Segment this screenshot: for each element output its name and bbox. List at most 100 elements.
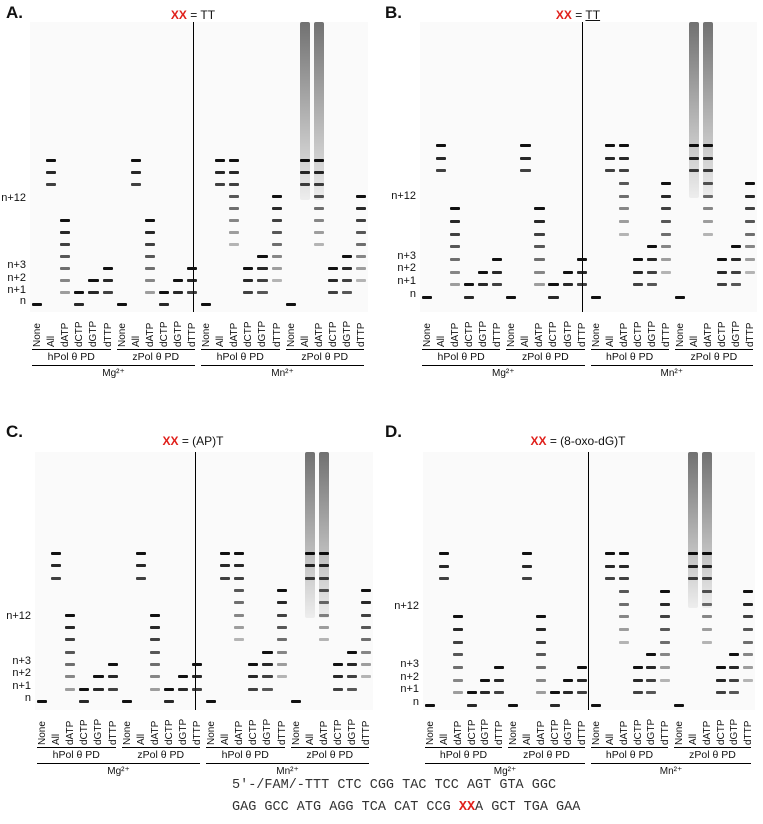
panel-d-band xyxy=(729,678,740,682)
panel-c-band xyxy=(234,576,245,580)
panel-d-band xyxy=(729,653,740,657)
panel-b-band xyxy=(716,283,728,287)
panel-d-lane-label: All xyxy=(687,733,699,745)
panel-b-letter: B. xyxy=(385,3,402,22)
panel-d-band xyxy=(743,590,754,593)
panel-a-lane-label: None xyxy=(285,323,297,347)
panel-a-band xyxy=(187,267,198,270)
panel-a-band xyxy=(229,207,240,210)
panel-a-marker-n2: n+2 xyxy=(7,272,26,284)
panel-d-group-label: zPol θ PD xyxy=(523,749,570,761)
panel-c-band xyxy=(276,650,287,654)
panel-d-band xyxy=(701,628,712,631)
panel-d-band xyxy=(743,640,754,644)
panel-d-band xyxy=(535,691,546,695)
panel-b-band xyxy=(745,220,756,223)
panel-c-band xyxy=(262,675,273,679)
panel-c-band xyxy=(346,687,358,691)
panel-b-band xyxy=(660,245,671,249)
panel-d-lane-label: None xyxy=(508,721,520,745)
panel-a-band xyxy=(271,231,282,234)
panel-c-band xyxy=(234,638,245,642)
panel-b-marker-n: n xyxy=(409,288,416,300)
panel-d-ion-label: Mn²⁺ xyxy=(659,766,683,777)
panel-d-band xyxy=(660,640,671,644)
panel-c-title-xx: XX xyxy=(162,434,179,448)
panel-d-band xyxy=(660,628,671,631)
panel-b-band xyxy=(660,270,671,274)
panel-c-band xyxy=(220,564,231,568)
panel-a-band xyxy=(257,279,268,282)
panel-d-band xyxy=(452,678,463,682)
panel-d-marker-n12: n+12 xyxy=(394,600,419,612)
panel-c-marker-n2: n+2 xyxy=(12,667,31,679)
panel-d-group-label: zPol θ PD xyxy=(689,749,736,761)
panel-b-group-line xyxy=(506,349,585,350)
panel-c-marker-n1: n+1 xyxy=(12,680,31,692)
panel-b-band xyxy=(745,258,756,261)
template-seq-post: A GCT TGA GAA xyxy=(475,800,581,815)
panel-c-band xyxy=(361,626,372,629)
panel-a-band xyxy=(271,267,282,270)
panel-c-lane-label: dCTP xyxy=(79,719,91,745)
panel-c-band xyxy=(107,687,118,691)
panel-a-marker-n1: n+1 xyxy=(7,284,26,296)
panel-b-band xyxy=(534,283,545,287)
panel-c-band xyxy=(65,650,76,654)
panel-a-band xyxy=(271,255,282,258)
panel-d-title: XX = (8-oxo-dG)T xyxy=(530,434,625,448)
panel-b-band xyxy=(506,296,517,299)
panel-b-band xyxy=(632,283,643,287)
panel-a-band xyxy=(144,231,155,234)
panel-d-band xyxy=(521,552,532,555)
panel-c-band xyxy=(149,613,160,617)
panel-a-band xyxy=(172,279,184,282)
panel-d-ion-label: Mg²⁺ xyxy=(493,766,517,777)
panel-b-band xyxy=(731,258,742,261)
panel-c-band xyxy=(192,675,203,679)
panel-d-band xyxy=(604,564,615,568)
panel-c-band xyxy=(361,675,372,679)
panel-b-band xyxy=(492,283,503,287)
panel-b-band xyxy=(492,258,503,261)
panel-c-band xyxy=(135,552,146,555)
panel-c-band xyxy=(93,675,104,679)
panel-b-marker-n1: n+1 xyxy=(397,275,416,287)
panel-a-band xyxy=(144,219,155,222)
panel-c-band xyxy=(346,650,358,654)
panel-a-band xyxy=(144,291,155,294)
panel-b-lane-label: dCTP xyxy=(716,321,728,347)
panel-b-band xyxy=(745,207,756,211)
panel-c-title: XX = (AP)T xyxy=(162,434,223,448)
panel-d-band xyxy=(618,628,629,631)
panel-b-lane-label: None xyxy=(506,323,518,347)
panel-b-lane-label: None xyxy=(422,323,434,347)
panel-a-lane-label: dATP xyxy=(313,322,325,347)
panel-b-band xyxy=(520,144,531,147)
panel-a-band xyxy=(229,243,240,246)
panel-b-band xyxy=(450,283,461,287)
panel-b-band xyxy=(534,220,545,223)
panel-a-lane-label: None xyxy=(116,323,128,347)
panel-b-band xyxy=(618,144,629,147)
panel-d-lane-label: dCTP xyxy=(549,719,561,745)
panel-d-band xyxy=(618,590,629,593)
panel-d-band xyxy=(535,628,546,631)
panel-b-lane-label: dGTP xyxy=(646,320,658,347)
panel-c-band xyxy=(51,576,62,580)
panel-d-band xyxy=(535,678,546,682)
panel-b-band xyxy=(562,270,573,274)
panel-b-band xyxy=(731,245,742,249)
panel-c-band xyxy=(163,687,174,691)
panel-a-band xyxy=(46,159,57,162)
panel-d-band xyxy=(729,691,740,695)
panel-b-ion-line xyxy=(590,365,753,366)
panel-a-band xyxy=(356,195,367,198)
panel-a-band xyxy=(215,171,226,174)
panel-a-band xyxy=(60,243,71,246)
panel-c-band xyxy=(149,626,160,629)
panel-d-band xyxy=(646,691,657,695)
panel-b-band xyxy=(618,169,629,173)
panel-d-band xyxy=(674,704,685,707)
panel-d-band xyxy=(715,666,726,669)
